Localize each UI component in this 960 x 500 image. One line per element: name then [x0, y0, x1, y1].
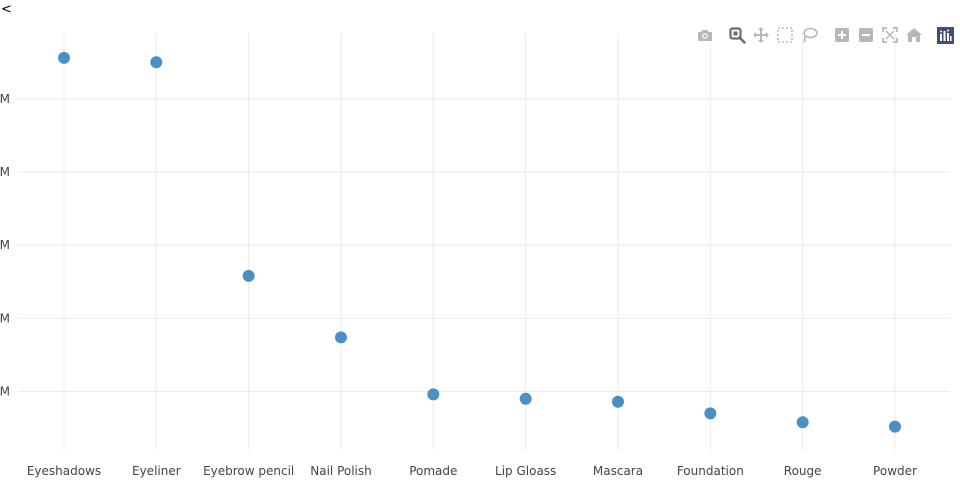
y-tick-label: M	[0, 311, 10, 325]
x-tick-label: Powder	[873, 464, 917, 478]
data-point[interactable]	[796, 416, 809, 429]
x-tick-label: Eyebrow pencil	[203, 464, 294, 478]
data-point[interactable]	[889, 420, 901, 433]
x-tick-label: Eyeliner	[132, 464, 181, 478]
autoscale-icon[interactable]	[879, 24, 901, 46]
x-tick-label: Nail Polish	[310, 464, 372, 478]
y-gridlines	[18, 98, 950, 392]
data-point[interactable]	[427, 388, 440, 401]
y-tick-labels: M M M M M	[0, 92, 10, 399]
data-point[interactable]	[519, 392, 532, 405]
x-tick-label: Pomade	[409, 464, 457, 478]
x-tick-label: Rouge	[784, 464, 822, 478]
y-tick-label: M	[0, 238, 10, 252]
x-tick-label: Eyeshadows	[27, 464, 101, 478]
x-tick-labels: Eyeshadows Eyeliner Eyebrow pencil Nail Pol…	[27, 464, 917, 478]
back-chevron[interactable]: <	[1, 2, 12, 17]
plotly-logo-icon[interactable]	[934, 24, 956, 46]
lasso-select-icon[interactable]	[798, 24, 820, 46]
box-select-icon[interactable]	[774, 24, 796, 46]
data-point[interactable]	[58, 51, 70, 64]
x-tick-label: Lip Gloass	[495, 464, 556, 478]
modebar	[694, 24, 958, 46]
reset-axes-icon[interactable]	[903, 24, 925, 46]
data-point[interactable]	[242, 269, 255, 282]
camera-icon[interactable]	[694, 24, 716, 46]
zoom-icon[interactable]	[726, 24, 748, 46]
y-tick-label: M	[0, 92, 10, 106]
zoom-in-icon[interactable]	[831, 24, 853, 46]
data-point[interactable]	[150, 56, 163, 69]
pan-icon[interactable]	[750, 24, 772, 46]
y-tick-label: M	[0, 165, 10, 179]
data-points	[58, 51, 901, 433]
y-tick-label: M	[0, 384, 10, 398]
x-tick-label: Mascara	[593, 464, 643, 478]
data-point[interactable]	[335, 331, 347, 344]
data-point[interactable]	[704, 407, 717, 420]
zoom-out-icon[interactable]	[855, 24, 877, 46]
x-tick-label: Foundation	[677, 464, 744, 478]
data-point[interactable]	[612, 395, 624, 408]
x-gridlines	[63, 33, 896, 450]
